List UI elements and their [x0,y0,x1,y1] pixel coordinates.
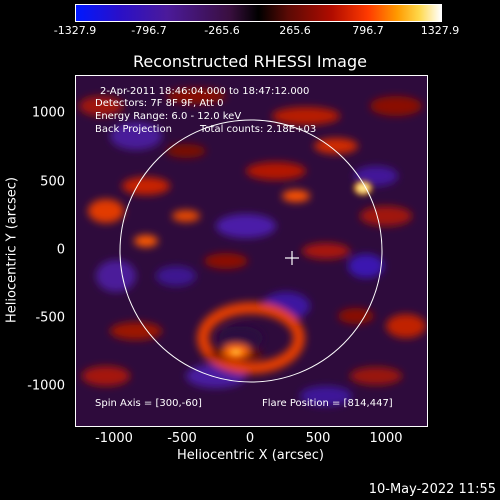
colorbar-tick: -265.6 [204,24,240,37]
y-tick: 1000 [31,105,65,121]
x-tick: -500 [167,431,197,446]
x-tick: 500 [305,431,331,446]
colorbar [75,4,442,22]
colorbar-tick: 1327.9 [420,24,460,37]
info-total-counts: Total counts: 2.18E+03 [200,124,317,135]
x-tick: 0 [245,431,255,446]
flare-position-label: Flare Position = [814,447] [262,398,393,409]
y-tick: -500 [35,310,65,326]
info-time-range: 2-Apr-2011 18:46:04.000 to 18:47:12.000 [100,86,310,97]
colorbar-tick: 796.7 [352,24,384,37]
y-tick: 500 [40,174,65,190]
footer-timestamp: 10-May-2022 11:55 [368,482,496,497]
y-axis-title: Heliocentric Y (arcsec) [4,177,20,323]
x-tick: -1000 [95,431,133,446]
x-tick: 1000 [369,431,403,446]
colorbar-tick: 265.6 [279,24,311,37]
colorbar-tick: -1327.9 [53,24,97,37]
plot-title: Reconstructed RHESSI Image [133,52,367,71]
y-tick: 0 [56,242,65,258]
y-tick: -1000 [27,378,65,394]
spin-axis-label: Spin Axis = [300,-60] [95,398,202,409]
info-energy-range: Energy Range: 6.0 - 12.0 keV [95,111,242,122]
rhessi-image-svg [76,76,427,426]
colorbar-tick: -796.7 [131,24,167,37]
info-detectors: Detectors: 7F 8F 9F, Att 0 [95,98,224,109]
x-axis-title: Heliocentric X (arcsec) [177,448,324,463]
info-method: Back Projection [95,124,172,135]
rhessi-image [75,75,428,427]
